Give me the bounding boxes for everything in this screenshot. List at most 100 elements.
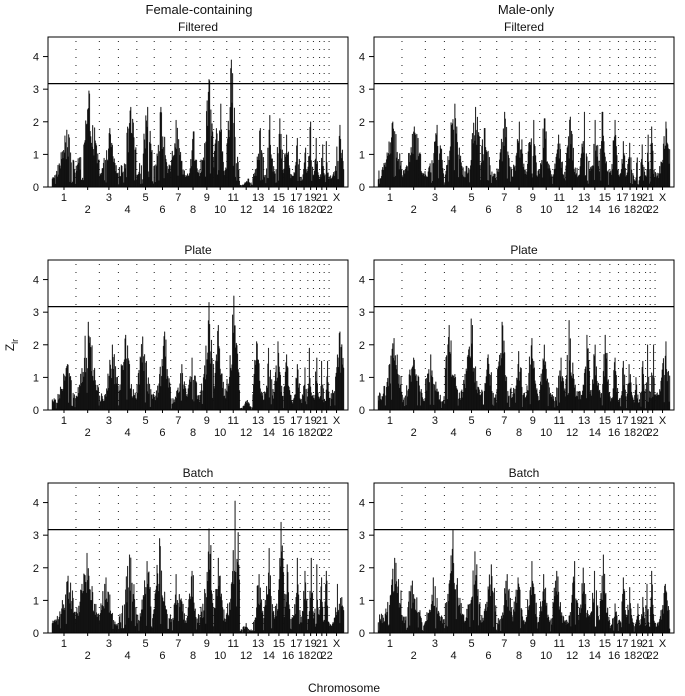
x-axis-label: Chromosome <box>308 681 380 695</box>
chromosome-peak-20 <box>313 564 320 634</box>
chromosome-peak-9 <box>199 79 214 188</box>
chromosome-peak-8 <box>511 121 527 188</box>
chromosome-bars-16 <box>609 603 619 634</box>
chromosome-label-2: 2 <box>411 204 417 216</box>
plot-frame <box>373 482 675 634</box>
panel-title: Filtered <box>178 20 218 34</box>
y-tick-label: 4 <box>33 275 39 287</box>
chromosome-peak-16 <box>283 564 293 634</box>
chromosome-label-X: X <box>333 192 341 204</box>
chromosome-bars-15 <box>273 341 285 411</box>
chromosome-peak-1 <box>51 129 77 188</box>
chromosome-peak-17 <box>618 577 627 634</box>
chromosome-label-5: 5 <box>468 415 474 427</box>
chromosome-peak-1 <box>51 575 77 634</box>
chromosome-bars-9 <box>525 338 540 411</box>
chromosome-label-21: 21 <box>316 638 328 650</box>
chromosome-label-22: 22 <box>646 427 658 439</box>
chromosome-peak-11 <box>552 570 566 634</box>
chromosome-bars-5 <box>462 318 481 411</box>
chromosome-label-19: 19 <box>305 638 317 650</box>
chromosome-label-19: 19 <box>305 415 317 427</box>
panel-title: Plate <box>510 243 538 257</box>
chromosome-label-15: 15 <box>273 638 285 650</box>
chromosome-label-20: 20 <box>636 650 648 662</box>
y-tick-label: 4 <box>33 498 39 510</box>
chromosome-peak-12 <box>565 561 579 634</box>
chromosome-peak-2 <box>75 90 100 188</box>
chromosome-bars-8 <box>185 131 201 188</box>
y-tick-label: 1 <box>33 372 39 384</box>
y-tick-label: 0 <box>359 628 365 640</box>
chromosome-label-16: 16 <box>282 204 294 216</box>
chromosome-bars-10 <box>539 344 553 411</box>
chromosome-peak-18 <box>626 364 634 411</box>
chromosome-label-14: 14 <box>589 650 601 662</box>
y-tick-label: 2 <box>33 340 39 352</box>
chromosome-peak-10 <box>539 574 553 634</box>
chromosome-peak-17 <box>292 557 301 634</box>
panel-title: Batch <box>183 466 214 480</box>
chromosome-label-5: 5 <box>142 192 148 204</box>
panel-title: Batch <box>509 466 540 480</box>
y-tick-label: 2 <box>33 563 39 575</box>
chromosome-peak-7 <box>496 111 513 188</box>
chromosome-label-13: 13 <box>578 415 590 427</box>
chromosome-peak-5 <box>462 318 481 411</box>
chromosome-peak-5 <box>136 336 155 411</box>
chromosome-bars-17 <box>292 557 301 634</box>
chromosome-peak-8 <box>511 351 527 411</box>
chromosome-label-13: 13 <box>252 415 264 427</box>
chromosome-bars-21 <box>645 134 651 188</box>
chromosome-label-9: 9 <box>204 638 210 650</box>
chromosome-bars-6 <box>480 354 497 411</box>
chromosome-peak-6 <box>154 538 171 634</box>
chromosome-label-12: 12 <box>240 427 252 439</box>
chromosome-label-17: 17 <box>290 638 302 650</box>
chromosome-label-7: 7 <box>501 415 507 427</box>
chromosome-peak-2 <box>75 321 100 411</box>
chromosome-label-17: 17 <box>290 415 302 427</box>
chromosome-bars-14 <box>589 570 601 634</box>
chromosome-bars-13 <box>252 574 264 634</box>
chromosome-bars-19 <box>633 603 640 634</box>
chromosome-peak-18 <box>300 147 308 188</box>
chromosome-bars-16 <box>609 119 619 188</box>
chromosome-label-2: 2 <box>85 204 91 216</box>
chromosome-peak-4 <box>444 325 463 411</box>
y-axis-label: Zlr <box>3 339 20 351</box>
chromosome-bars-8 <box>185 357 201 411</box>
chromosome-bars-6 <box>480 564 497 634</box>
chromosome-peak-14 <box>263 548 275 634</box>
chromosome-label-13: 13 <box>252 192 264 204</box>
chromosome-peak-17 <box>618 141 627 188</box>
chromosome-label-18: 18 <box>298 204 310 216</box>
chromosome-bars-7 <box>496 574 513 634</box>
chromosome-bars-4 <box>444 530 463 634</box>
chromosome-label-20: 20 <box>310 427 322 439</box>
chromosome-peak-5 <box>136 106 155 188</box>
chromosome-peak-9 <box>199 528 214 634</box>
panel-5: Batch01234123456789101112131415161718192… <box>33 466 349 662</box>
chromosome-bars-7 <box>170 364 187 411</box>
chromosome-peak-5 <box>462 551 481 634</box>
chromosome-label-4: 4 <box>125 204 131 216</box>
chromosome-label-6: 6 <box>485 427 491 439</box>
panel-2: Filtered01234123456789101112131415161718… <box>359 20 675 216</box>
plot-frame <box>47 36 349 188</box>
chromosome-label-7: 7 <box>175 415 181 427</box>
chromosome-peak-13 <box>252 341 264 411</box>
chromosome-bars-8 <box>511 577 527 634</box>
y-tick-label: 3 <box>33 530 39 542</box>
chromosome-bars-6 <box>154 106 171 188</box>
chromosome-label-12: 12 <box>566 427 578 439</box>
chromosome-bars-21 <box>319 360 325 411</box>
chromosome-label-19: 19 <box>631 415 643 427</box>
chromosome-peak-6 <box>480 128 497 188</box>
chromosome-peak-10 <box>539 118 553 188</box>
chromosome-label-7: 7 <box>175 192 181 204</box>
chromosome-peak-19 <box>307 121 314 188</box>
chromosome-peak-6 <box>480 354 497 411</box>
chromosome-bars-1 <box>51 575 77 634</box>
chromosome-label-8: 8 <box>516 427 522 439</box>
